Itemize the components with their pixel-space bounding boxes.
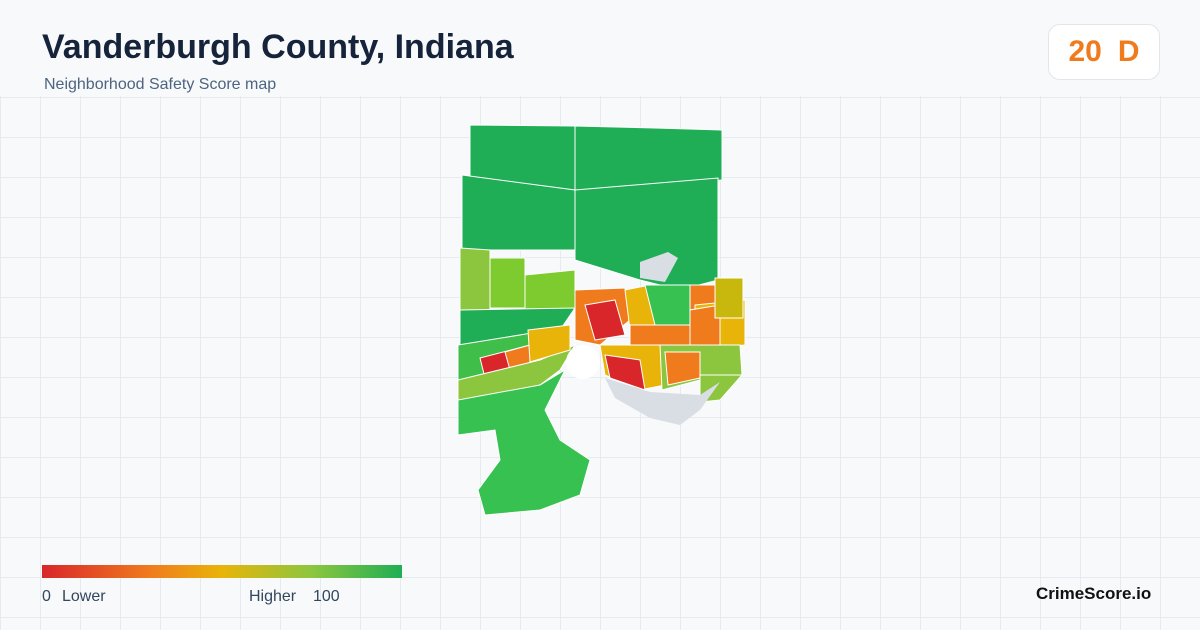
subtitle: Neighborhood Safety Score map [44, 76, 277, 93]
legend-max-label: Higher [249, 588, 297, 605]
legend-bar [42, 565, 402, 578]
header: Vanderburgh County, Indiana Neighborhood… [0, 0, 1200, 96]
legend-min: 0 [42, 588, 51, 605]
brand: CrimeScore.io [1036, 584, 1152, 603]
region [604, 354, 646, 391]
legend-max: 100 [313, 588, 340, 605]
legend-min-label: Lower [62, 588, 106, 605]
water [640, 252, 678, 282]
score: 20 [1068, 35, 1102, 68]
region [489, 257, 526, 309]
water [605, 378, 720, 425]
region [584, 299, 626, 341]
region [527, 324, 571, 363]
region [459, 247, 491, 311]
grade: D [1117, 35, 1140, 68]
region [524, 269, 576, 311]
title: Vanderburgh County, Indiana [42, 28, 514, 66]
region [457, 368, 591, 516]
score-badge: 20 D [1048, 24, 1160, 80]
river-bend [566, 345, 600, 379]
region [714, 277, 744, 319]
